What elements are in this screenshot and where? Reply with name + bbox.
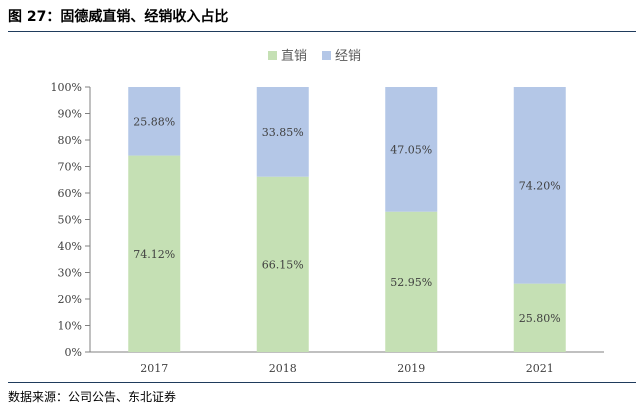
data-label-2021-series-2: 74.20% bbox=[519, 179, 561, 192]
bar-2017-series-2 bbox=[128, 87, 181, 156]
y-tick-label: 20% bbox=[58, 293, 82, 306]
x-tick-label: 2017 bbox=[140, 362, 168, 375]
bar-2018-series-2 bbox=[256, 87, 309, 177]
data-label-2021-series-1: 25.80% bbox=[519, 312, 561, 325]
y-tick-label: 70% bbox=[58, 161, 82, 174]
source-rule bbox=[8, 382, 636, 383]
y-tick-label: 30% bbox=[58, 267, 82, 280]
y-tick-label: 100% bbox=[51, 81, 82, 94]
data-label-2017-series-2: 25.88% bbox=[133, 115, 175, 128]
y-tick-label: 10% bbox=[58, 320, 82, 333]
stacked-bar-chart: 直销 经销 0% 10% 20% 30% 40% 50% 60% 70% 80% 90% 100% 74.… bbox=[51, 49, 604, 375]
bar-2018-series-1 bbox=[256, 176, 309, 352]
data-label-2017-series-1: 74.12% bbox=[133, 248, 175, 261]
y-tick-label: 0% bbox=[65, 346, 82, 359]
x-tick-label: 2019 bbox=[397, 362, 425, 375]
y-tick-label: 80% bbox=[58, 134, 82, 147]
legend-label-1: 直销 bbox=[281, 49, 307, 64]
title-rule bbox=[8, 31, 636, 32]
data-label-2019-series-2: 47.05% bbox=[390, 143, 432, 156]
bar-2019-series-1 bbox=[385, 211, 438, 352]
bar-2019-series-2 bbox=[385, 87, 438, 212]
y-tick-label: 50% bbox=[58, 214, 82, 227]
y-tick-label: 60% bbox=[58, 187, 82, 200]
legend-swatch-2 bbox=[322, 51, 331, 60]
data-label-2018-series-1: 66.15% bbox=[262, 258, 304, 271]
data-label-2018-series-2: 33.85% bbox=[262, 126, 304, 139]
bar-2017-series-1 bbox=[128, 155, 181, 352]
data-label-2019-series-1: 52.95% bbox=[390, 276, 432, 289]
y-tick-label: 90% bbox=[58, 108, 82, 121]
figure-title: 图 27：固德威直销、经销收入占比 bbox=[8, 9, 229, 25]
bar-2021-series-1 bbox=[513, 283, 566, 352]
legend-label-2: 经销 bbox=[335, 49, 361, 64]
legend-swatch-1 bbox=[268, 51, 277, 60]
bar-2021-series-2 bbox=[513, 87, 566, 284]
x-tick-label: 2021 bbox=[526, 362, 554, 375]
y-tick-label: 40% bbox=[58, 240, 82, 253]
x-tick-label: 2018 bbox=[269, 362, 297, 375]
source-note: 数据来源：公司公告、东北证券 bbox=[8, 390, 177, 404]
